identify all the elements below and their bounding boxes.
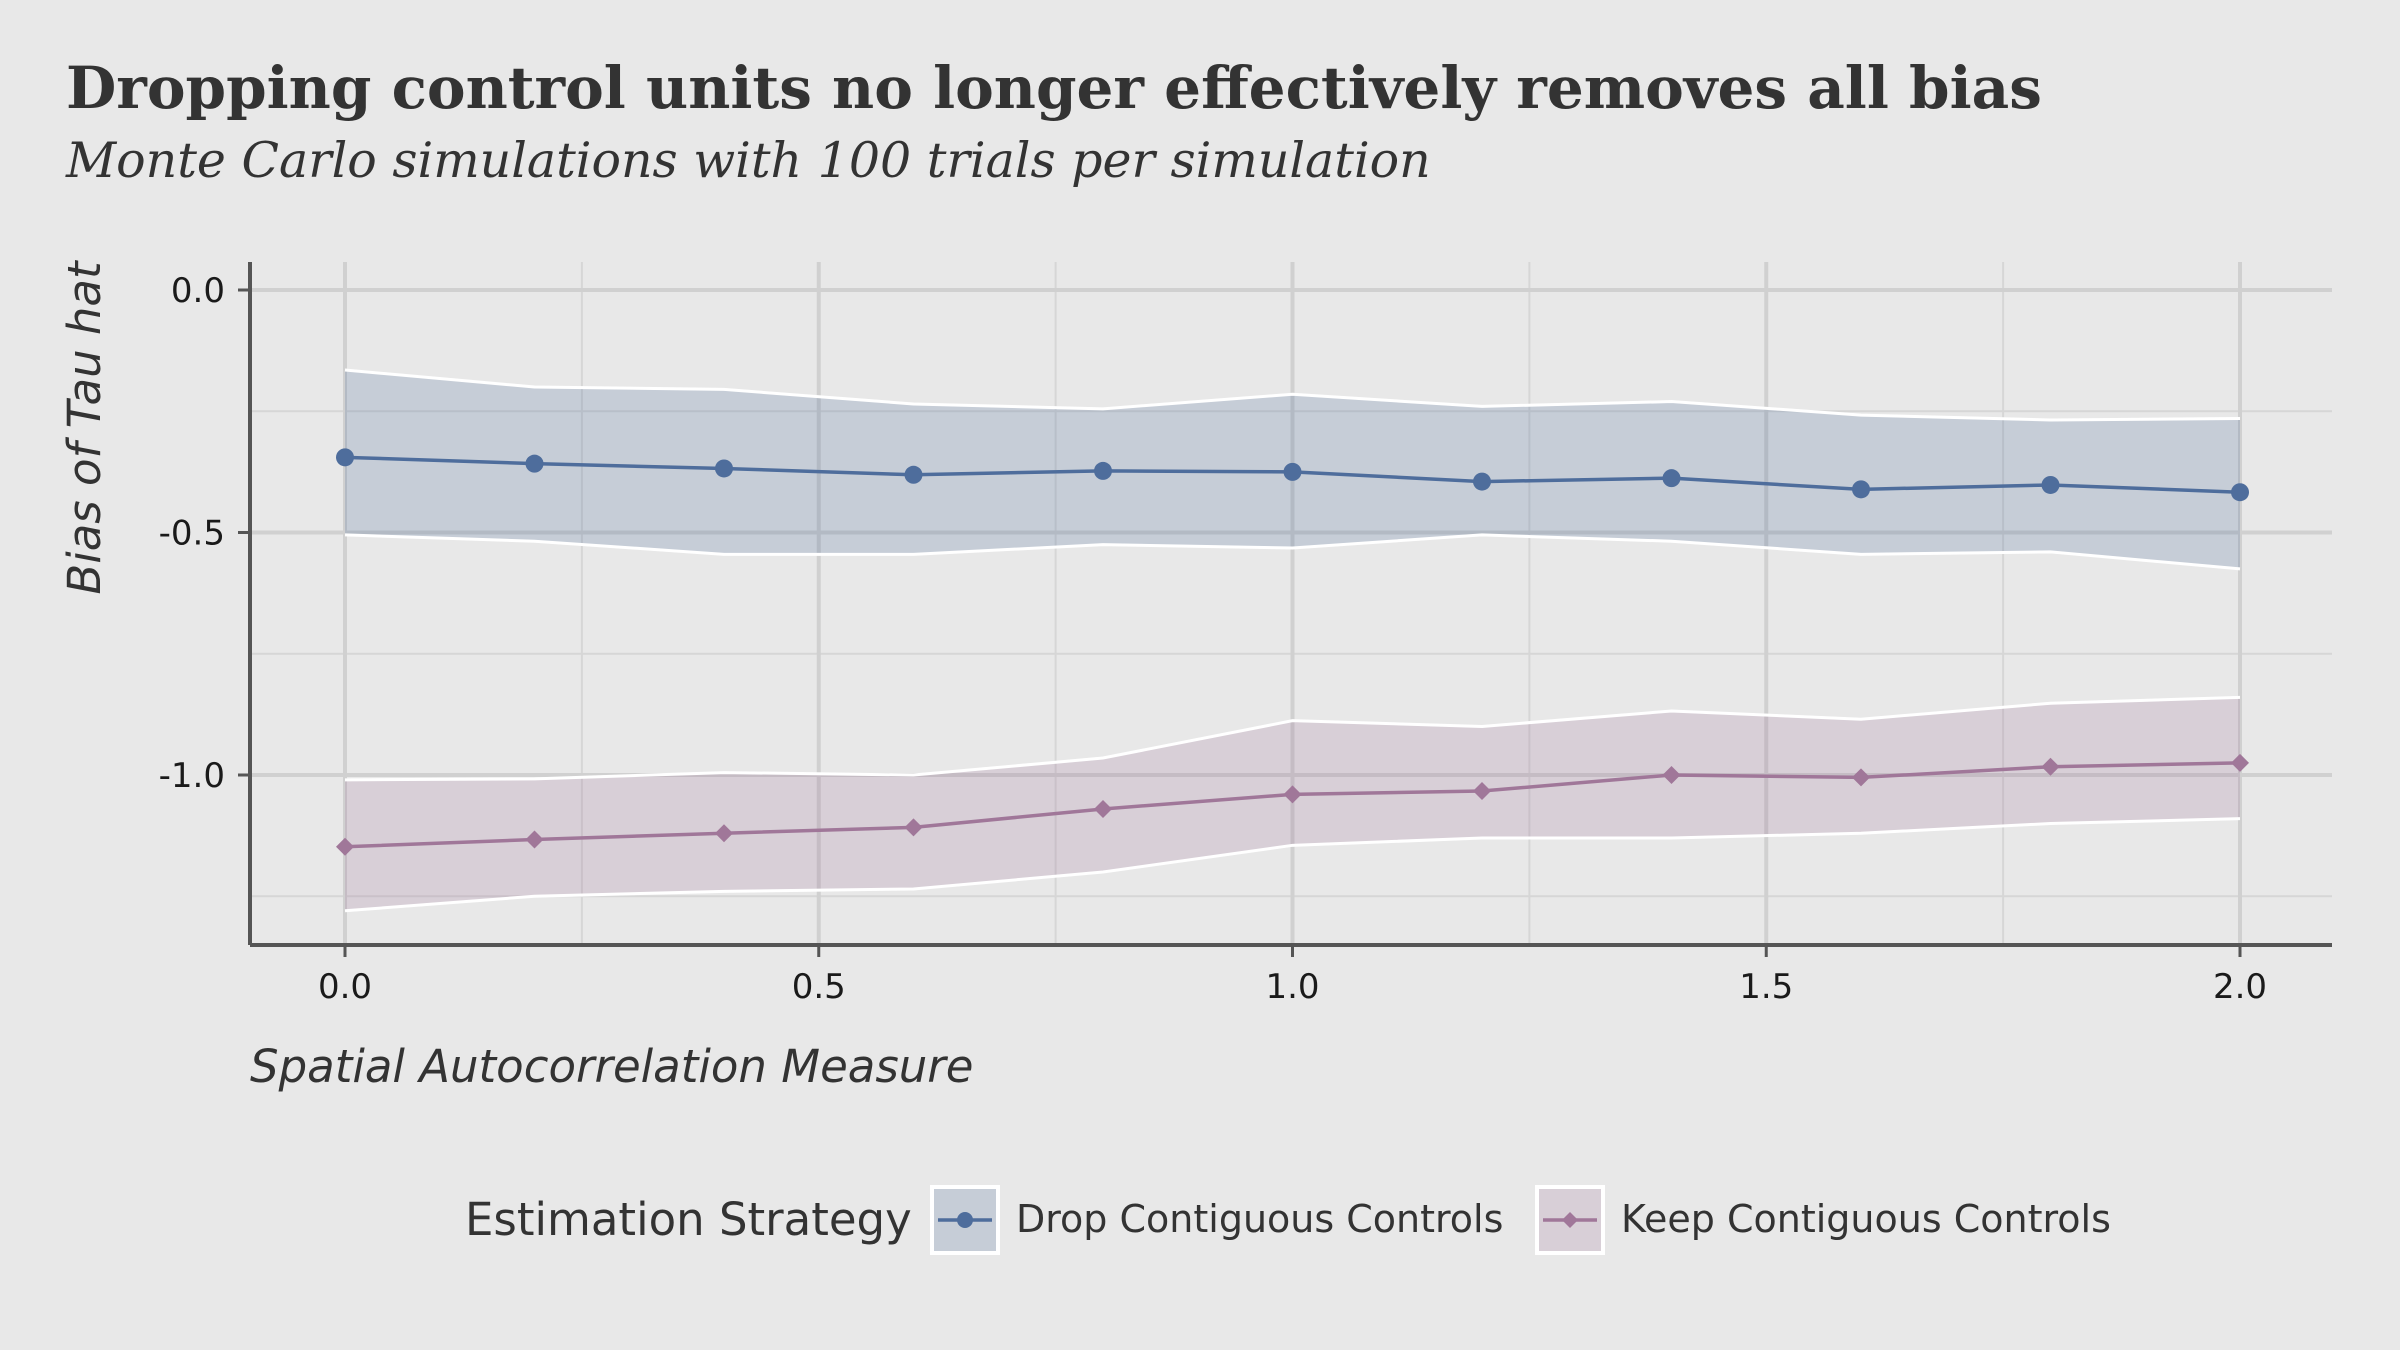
point — [336, 837, 354, 856]
band-upper-edge-0 — [344, 368, 2241, 422]
point — [1852, 480, 1870, 499]
point — [2041, 757, 2060, 776]
tick-labels: 0.0 0.5 1.0 1.5 2.0 0.0 -0.5 -1.0 — [159, 271, 2267, 1007]
band-lower-edge-0 — [344, 533, 2241, 571]
point — [525, 454, 544, 473]
band-upper-edge-1 — [344, 695, 2241, 782]
x-tick-label: 0.5 — [792, 967, 846, 1007]
legend-key-marker — [957, 1212, 973, 1228]
point — [2231, 753, 2249, 772]
legend-item-0: Drop Contiguous Controls — [930, 1185, 1503, 1255]
point — [904, 818, 923, 837]
point — [1283, 462, 1302, 481]
point — [1094, 461, 1112, 480]
chart-subtitle: Monte Carlo simulations with 100 trials … — [65, 132, 1431, 189]
point — [2041, 475, 2060, 494]
legend: Estimation Strategy Drop Contiguous Cont… — [465, 1185, 2111, 1255]
legend-label: Drop Contiguous Controls — [1016, 1197, 1503, 1241]
point — [1473, 782, 1491, 801]
point — [525, 830, 544, 849]
x-tick-label: 0.0 — [318, 967, 372, 1007]
band-lower-edge-1 — [344, 817, 2241, 913]
point — [2231, 483, 2249, 502]
point — [715, 459, 733, 478]
point — [1473, 472, 1491, 491]
y-tick-label: -0.5 — [159, 514, 225, 554]
point — [715, 824, 733, 843]
x-tick-label: 1.5 — [1739, 967, 1793, 1007]
chart-title: Dropping control units no longer effecti… — [66, 54, 2042, 122]
y-axis-title: Bias of Tau hat — [58, 259, 111, 595]
y-tick-label: 0.0 — [171, 271, 225, 311]
series-markers — [336, 448, 2249, 856]
x-axis-title: Spatial Autocorrelation Measure — [250, 1040, 974, 1093]
point — [1662, 766, 1681, 784]
x-tick-label: 2.0 — [2213, 967, 2267, 1007]
x-tick-label: 1.0 — [1265, 967, 1319, 1007]
axes — [238, 262, 2332, 957]
point — [904, 465, 923, 484]
legend-label: Keep Contiguous Controls — [1621, 1197, 2111, 1241]
legend-title: Estimation Strategy — [465, 1193, 912, 1246]
point — [1283, 785, 1302, 804]
point — [1852, 768, 1870, 787]
legend-item-1: Keep Contiguous Controls — [1535, 1185, 2111, 1255]
grid-lines — [250, 262, 2332, 945]
legend-key-marker — [1562, 1212, 1578, 1228]
point — [1094, 799, 1112, 818]
point — [336, 448, 354, 467]
point — [1662, 469, 1681, 488]
band-1 — [345, 697, 2240, 911]
y-tick-label: -1.0 — [159, 756, 225, 796]
